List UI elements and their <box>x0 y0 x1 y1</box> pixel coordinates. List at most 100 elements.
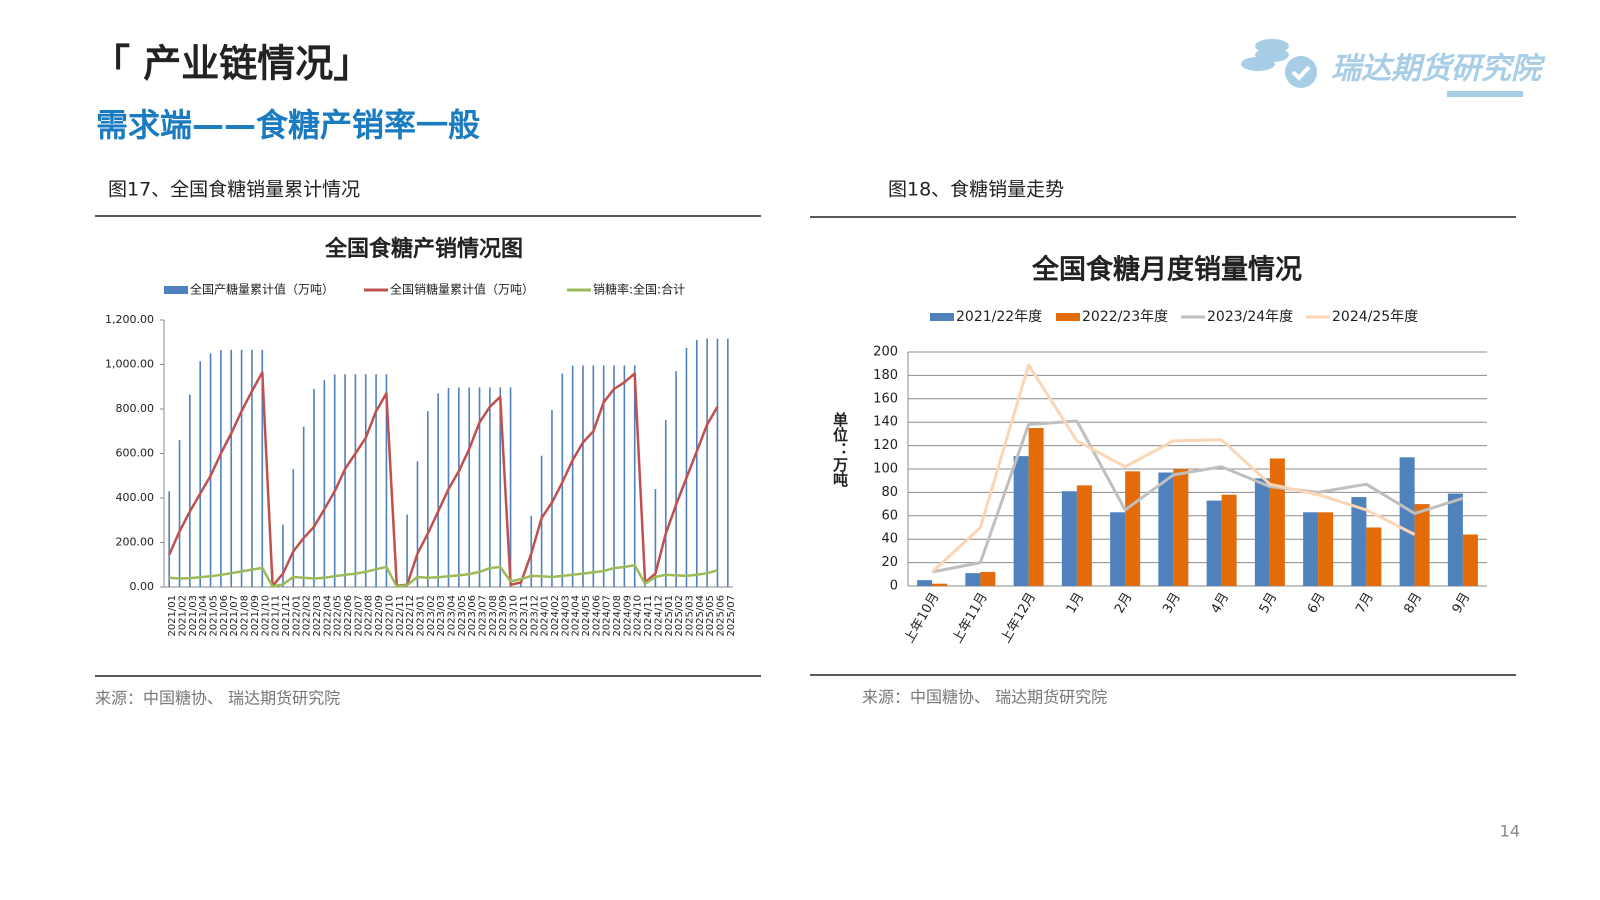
bar <box>1462 534 1478 586</box>
bar <box>478 387 481 587</box>
bar <box>344 374 346 587</box>
slide-title: 「 产业链情况」 <box>92 42 371 86</box>
bar <box>406 514 408 587</box>
bar <box>499 387 502 587</box>
x-tick-label: 1月 <box>1064 590 1088 616</box>
x-tick-label: 2022/02 <box>302 595 313 637</box>
bar <box>716 338 719 587</box>
x-tick-label: 5月 <box>1257 590 1281 616</box>
x-tick-label: 2023/12 <box>529 595 540 637</box>
x-tick-label: 2022/12 <box>405 595 416 637</box>
x-tick-label: 2024/05 <box>581 595 592 637</box>
legend-label: 2024/25年度 <box>1332 309 1418 325</box>
x-tick-label: 2021/05 <box>209 595 220 637</box>
bar <box>251 349 253 587</box>
legend-label: 2023/24年度 <box>1207 309 1293 325</box>
y-tick-label: 20 <box>881 555 898 570</box>
bar <box>1125 471 1141 586</box>
logo-icon <box>1241 39 1317 88</box>
y-tick-label: 180 <box>873 368 898 383</box>
bar <box>509 387 512 587</box>
x-tick-label: 2024/11 <box>643 595 654 637</box>
legend-label: 2021/22年度 <box>956 309 1042 325</box>
x-tick-label: 2024/04 <box>571 595 582 637</box>
x-tick-label: 2021/10 <box>260 595 271 637</box>
x-tick-label: 8月 <box>1401 590 1425 616</box>
x-tick-label: 2023/05 <box>457 595 468 637</box>
x-tick-label: 2023/10 <box>509 595 520 637</box>
bar <box>633 365 636 587</box>
bar <box>675 371 677 587</box>
bar <box>980 571 996 586</box>
figure-caption: 图18、食糖销量走势 <box>888 179 1064 201</box>
bar <box>654 489 657 587</box>
bar <box>1447 493 1463 586</box>
bar <box>199 361 202 587</box>
y-tick-label: 0.00 <box>130 580 155 593</box>
bar <box>1110 512 1126 586</box>
x-tick-label: 2024/12 <box>653 595 664 637</box>
bar <box>613 365 615 587</box>
x-tick-label: 2024/08 <box>612 595 623 637</box>
bar <box>1399 457 1415 586</box>
x-tick-label: 3月 <box>1160 590 1184 616</box>
x-tick-label: 2025/01 <box>664 595 675 637</box>
x-tick-label: 2021/11 <box>271 595 282 637</box>
x-tick-label: 2024/07 <box>602 595 613 637</box>
x-tick-label: 2023/07 <box>478 595 489 637</box>
bar <box>375 374 377 587</box>
bar <box>302 426 305 587</box>
legend-swatch <box>164 286 188 294</box>
x-tick-label: 2024/02 <box>550 595 561 637</box>
x-tick-label: 2021/02 <box>178 595 189 637</box>
bar <box>364 374 367 587</box>
x-tick-label: 2025/03 <box>684 595 695 637</box>
bar <box>685 347 688 587</box>
x-tick-label: 2022/10 <box>384 595 395 637</box>
x-tick-label: 2023/09 <box>498 595 509 637</box>
x-tick-label: 2025/02 <box>674 595 685 637</box>
x-tick-label: 2023/01 <box>415 595 426 637</box>
x-tick-label: 2023/03 <box>436 595 447 637</box>
x-tick-label: 2024/01 <box>540 595 551 637</box>
bar <box>230 349 233 587</box>
bar <box>178 440 181 587</box>
bar <box>458 387 460 587</box>
y-tick-label: 800.00 <box>116 402 155 415</box>
x-tick-label: 2023/06 <box>467 595 478 637</box>
legend-label: 全国销糖量累计值（万吨） <box>390 282 534 297</box>
x-tick-label: 2023/08 <box>488 595 499 637</box>
x-tick-label: 上年11月 <box>950 590 991 646</box>
chart-title: 全国食糖月度销量情况 <box>1031 254 1302 286</box>
y-tick-label: 1,200.00 <box>105 313 154 326</box>
x-tick-label: 2022/06 <box>343 595 354 637</box>
x-tick-label: 2022/04 <box>322 595 333 637</box>
bar <box>1206 500 1222 586</box>
y-tick-label: 40 <box>881 532 898 547</box>
x-tick-label: 2024/03 <box>560 595 571 637</box>
y-tick-label: 60 <box>881 508 898 523</box>
bar <box>282 524 284 587</box>
slide-subtitle: 需求端——食糖产销率一般 <box>96 106 480 144</box>
bar <box>1013 456 1029 586</box>
logo-bar <box>1447 91 1523 97</box>
bar <box>592 365 595 587</box>
bar <box>354 374 357 587</box>
x-tick-label: 2022/05 <box>333 595 344 637</box>
legend-swatch <box>1056 313 1080 321</box>
bar <box>261 349 264 587</box>
y-tick-label: 0 <box>890 579 898 594</box>
x-tick-label: 2022/07 <box>353 595 364 637</box>
legend-label: 全国产糖量累计值（万吨） <box>190 282 334 297</box>
bar <box>437 393 439 587</box>
bar <box>1158 472 1174 586</box>
x-tick-label: 2022/03 <box>312 595 323 637</box>
y-axis-label: 单位：万吨 <box>831 411 849 488</box>
y-tick-label: 160 <box>873 391 898 406</box>
x-tick-label: 上年10月 <box>902 590 943 646</box>
source: 来源：中国糖协、 瑞达期货研究院 <box>95 689 340 708</box>
bar <box>385 374 388 587</box>
bar <box>1173 469 1189 586</box>
bar <box>695 340 698 587</box>
